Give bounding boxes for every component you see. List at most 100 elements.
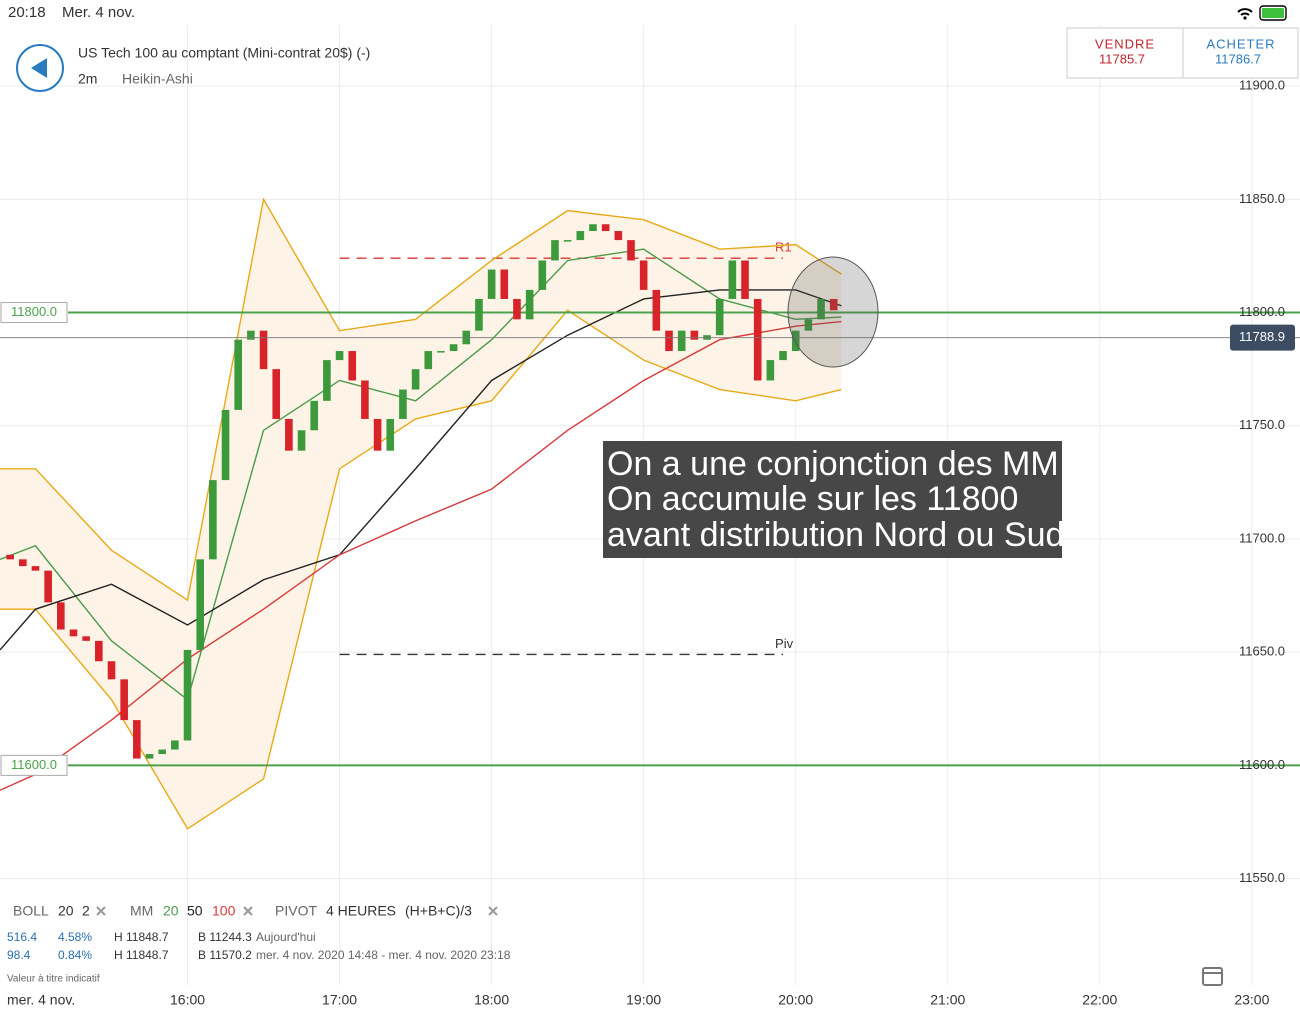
candle	[690, 330, 699, 340]
stat: 0.84%	[58, 948, 92, 962]
candle	[627, 240, 635, 261]
interval[interactable]: 2m	[78, 71, 97, 87]
candle	[589, 224, 597, 232]
y-tick-label: 11900.0	[1239, 78, 1285, 93]
candle	[437, 351, 445, 353]
candle	[361, 380, 369, 419]
chart-style[interactable]: Heikin-Ashi	[122, 71, 193, 87]
candle	[335, 351, 344, 361]
y-tick-label: 11850.0	[1239, 191, 1285, 206]
level-box	[0, 754, 68, 776]
candle	[487, 269, 496, 299]
disclaimer: Valeur à titre indicatif	[7, 974, 100, 985]
candle	[171, 740, 179, 750]
candle	[95, 640, 103, 662]
candle	[272, 369, 281, 419]
candle	[753, 298, 762, 381]
stat: B 11244.3	[198, 930, 252, 944]
y-tick-label: 11550.0	[1239, 870, 1285, 885]
candle	[183, 649, 192, 741]
mm-label[interactable]: MM	[130, 903, 153, 919]
stat: Aujourd'hui	[256, 930, 316, 944]
candle	[44, 570, 52, 603]
current-price-label: 11788.9	[1239, 329, 1285, 344]
candle	[804, 319, 813, 331]
indicator-line	[0, 289, 842, 651]
calendar-icon[interactable]	[1202, 967, 1223, 986]
y-tick-label: 11650.0	[1239, 644, 1285, 659]
level-label: 11800.0	[11, 304, 57, 319]
x-tick-label: 21:00	[930, 992, 965, 1008]
mm-period: 20	[163, 903, 179, 919]
stat: 516.4	[7, 930, 37, 944]
candle	[525, 289, 534, 320]
candle	[665, 330, 673, 352]
candle	[285, 418, 293, 451]
indicator-line	[0, 309, 842, 830]
candle	[310, 400, 319, 431]
candle	[576, 231, 585, 241]
candle	[107, 661, 116, 680]
highlight-ellipse	[787, 256, 879, 368]
candle	[779, 351, 787, 361]
candle	[297, 430, 306, 451]
candle	[715, 298, 724, 336]
pivot-label[interactable]: PIVOT	[275, 903, 317, 919]
sell-price[interactable]: 11785.7	[1099, 51, 1145, 66]
candle	[234, 339, 243, 410]
buy-label[interactable]: ACHETER	[1206, 36, 1275, 51]
annotation-box	[603, 441, 1062, 558]
candle	[766, 360, 775, 381]
candle	[145, 754, 154, 759]
plot-area: 16:00 17:00 18:00 19:00 20:00 21:00 22:00 23:00…	[0, 25, 1300, 1008]
candle	[31, 566, 40, 571]
candle	[829, 298, 838, 311]
candle	[209, 480, 217, 560]
candle	[791, 330, 800, 352]
candle	[386, 418, 395, 451]
candle	[639, 260, 648, 290]
candle	[513, 298, 521, 320]
current-price-box	[1230, 324, 1295, 351]
candle	[399, 389, 407, 419]
overlay: 20:18 Mer. 4 nov. US Tech 100 au comptan…	[7, 4, 1299, 1008]
remove-icons[interactable]	[96, 906, 498, 916]
boll-label[interactable]: BOLL	[13, 903, 49, 919]
boll-deviation: 2	[82, 903, 90, 919]
sell-label[interactable]: VENDRE	[1095, 36, 1155, 51]
x-tick-label: 18:00	[474, 992, 509, 1008]
battery-level	[1262, 8, 1284, 18]
level-box	[0, 302, 68, 324]
candle	[500, 269, 509, 299]
candle	[741, 260, 749, 299]
annotation-line: On accumule sur les 11800	[607, 480, 1018, 518]
battery	[1259, 5, 1287, 21]
back-arrow	[31, 58, 47, 78]
candle	[196, 559, 204, 650]
candle	[133, 720, 141, 759]
candle	[259, 330, 268, 370]
x-tick-label: 19:00	[626, 992, 661, 1008]
stat: H 11848.7	[114, 930, 169, 944]
candle	[614, 231, 623, 241]
x-tick-label: 22:00	[1082, 992, 1117, 1008]
pivot-timeframe: 4 HEURES	[326, 903, 396, 919]
candle	[563, 240, 572, 242]
candle	[82, 636, 90, 641]
y-tick-label: 11800.0	[1239, 304, 1285, 319]
boll-period: 20	[58, 903, 74, 919]
pivot-formula: (H+B+C)/3	[405, 903, 472, 919]
candle	[69, 629, 78, 637]
candle	[158, 749, 166, 755]
x-tick-label: 23:00	[1234, 992, 1269, 1008]
candle	[677, 330, 686, 352]
x-tick-label: 17:00	[322, 992, 357, 1008]
band-fill	[0, 199, 842, 829]
buy-price[interactable]: 11786.7	[1215, 51, 1261, 66]
indicator-line	[0, 320, 842, 791]
stat: 4.58%	[58, 930, 92, 944]
stat: mer. 4 nov. 2020 14:48 - mer. 4 nov. 202…	[256, 948, 511, 962]
wifi-dot	[1243, 16, 1247, 20]
mm-period: 100	[212, 903, 236, 919]
